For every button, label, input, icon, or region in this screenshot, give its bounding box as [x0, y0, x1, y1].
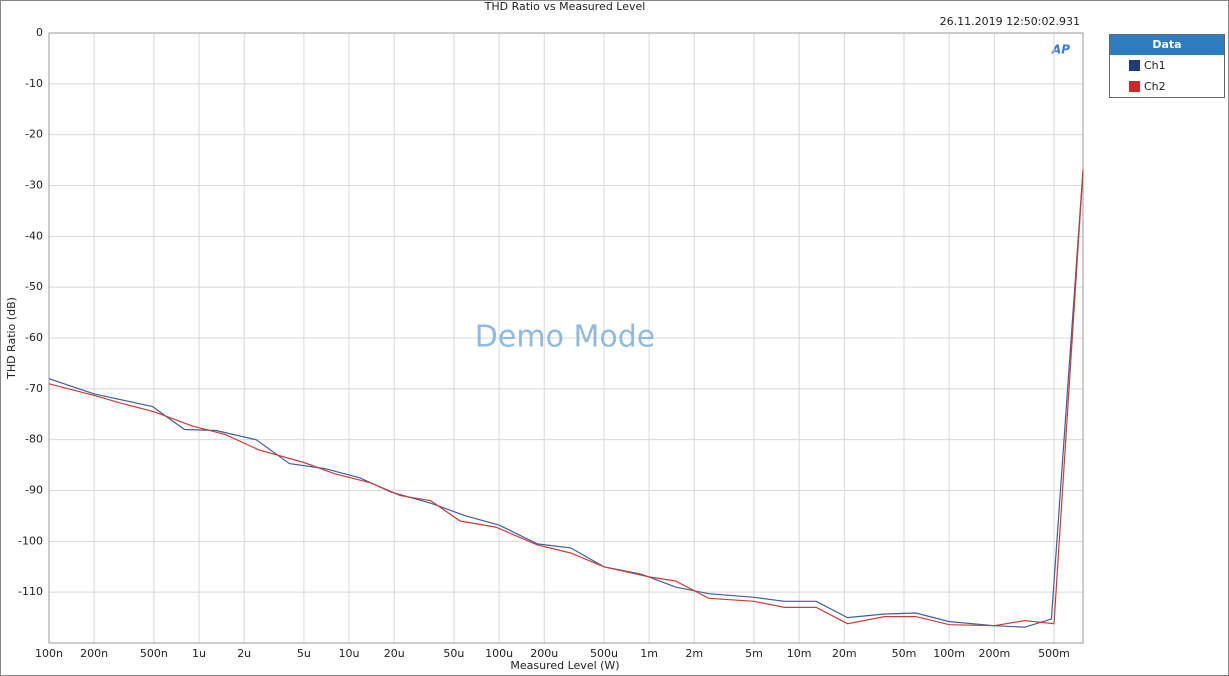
legend-swatch [1129, 81, 1140, 92]
x-tick-label: 2m [685, 647, 703, 660]
y-tick-label: -90 [25, 484, 43, 497]
legend: Data [1109, 34, 1225, 98]
x-tick-label: 50m [892, 647, 917, 660]
y-tick-label: -50 [25, 280, 43, 293]
legend-label: Ch2 [1144, 80, 1166, 93]
x-tick-label: 5u [297, 647, 311, 660]
y-tick-label: -10 [25, 77, 43, 90]
y-tick-label: -80 [25, 433, 43, 446]
y-tick-label: -70 [25, 382, 43, 395]
x-tick-label: 500m [1038, 647, 1070, 660]
y-tick-label: -110 [18, 585, 43, 598]
x-tick-label: 100m [933, 647, 965, 660]
legend-label: Ch1 [1144, 59, 1166, 72]
x-tick-label: 50u [443, 647, 464, 660]
series-line [48, 170, 1084, 628]
timestamp: 26.11.2019 12:50:02.931 [940, 15, 1080, 28]
x-tick-label: 5m [745, 647, 763, 660]
x-tick-label: 1m [640, 647, 658, 660]
y-tick-label: -100 [18, 534, 43, 547]
x-tick-label: 500u [590, 647, 618, 660]
chart-title: THD Ratio vs Measured Level [484, 0, 646, 13]
legend-header [1110, 35, 1224, 55]
x-tick-label: 20u [384, 647, 405, 660]
y-tick-label: -30 [25, 179, 43, 192]
x-axis-label: Measured Level (W) [510, 659, 619, 672]
watermark: Demo Mode [475, 320, 655, 355]
y-tick-label: -60 [25, 331, 43, 344]
x-tick-label: 200n [80, 647, 108, 660]
y-tick-label: -40 [25, 229, 43, 242]
legend-title: Data [1152, 38, 1181, 51]
logo: AP [1051, 43, 1070, 57]
x-tick-label: 20m [832, 647, 857, 660]
x-tick-label: 500n [140, 647, 168, 660]
x-tick-label: 2u [237, 647, 251, 660]
x-tick-label: 100n [35, 647, 63, 660]
y-tick-label: -20 [25, 128, 43, 141]
series-line [48, 170, 1084, 627]
x-tick-label: 10m [787, 647, 812, 660]
x-tick-label: 200m [978, 647, 1010, 660]
x-tick-label: 1u [192, 647, 206, 660]
y-axis-label: THD Ratio (dB) [5, 297, 18, 380]
x-tick-label: 100u [485, 647, 513, 660]
x-tick-label: 10u [339, 647, 360, 660]
y-tick-label: 0 [36, 26, 43, 39]
legend-swatch [1129, 60, 1140, 71]
plot-frame [48, 32, 1084, 644]
x-tick-label: 200u [530, 647, 558, 660]
